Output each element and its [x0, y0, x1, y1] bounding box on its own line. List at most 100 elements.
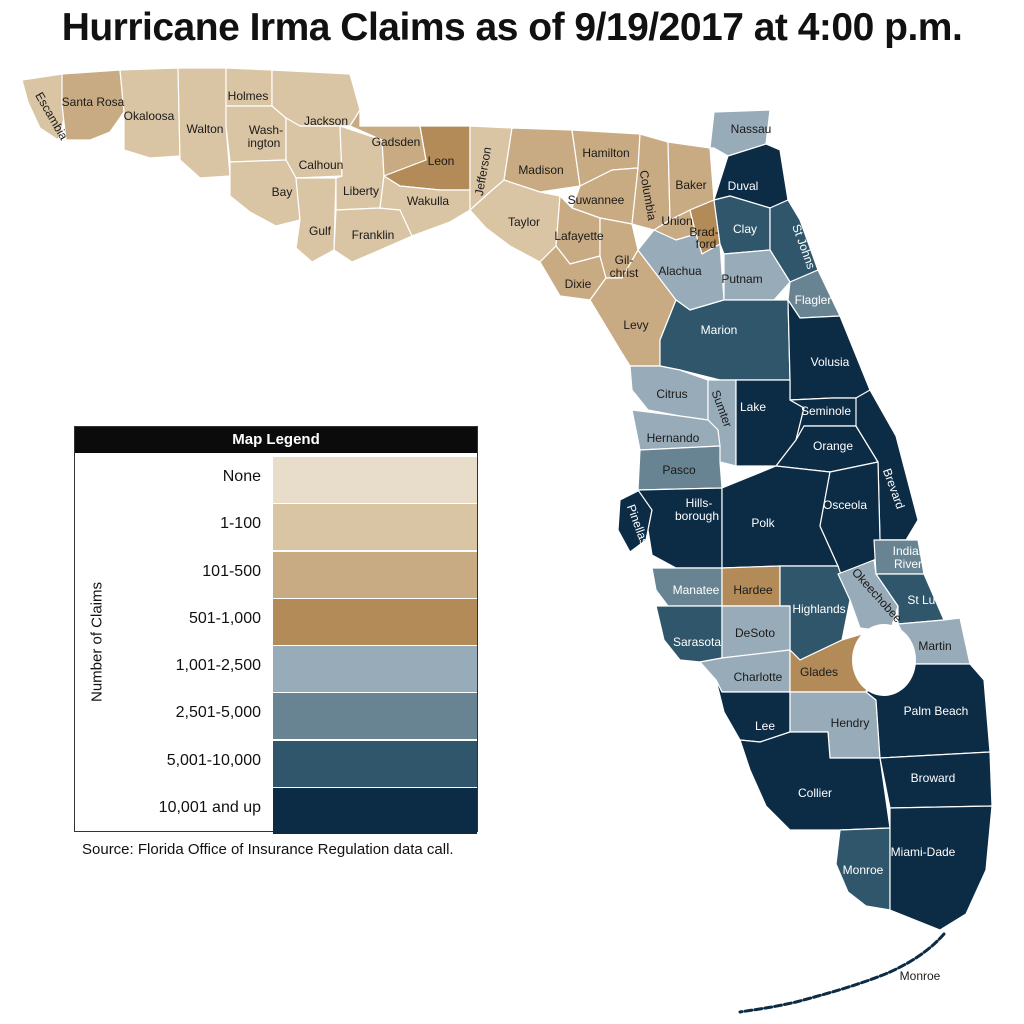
legend-item: 501-1,000 — [115, 597, 477, 645]
legend-item-label: 2,501-5,000 — [175, 704, 261, 722]
label-baker: Baker — [675, 178, 706, 192]
map-legend: Map Legend Number of Claims None 1-100 101… — [74, 426, 478, 834]
label-putnam: Putnam — [721, 272, 762, 286]
label-miami-dade: Miami-Dade — [891, 845, 956, 859]
label-orange: Orange — [813, 439, 853, 453]
label-seminole: Seminole — [801, 404, 851, 418]
label-holmes: Holmes — [228, 89, 269, 103]
label-duval: Duval — [728, 179, 759, 193]
label-indian-river-2: River — [894, 557, 922, 571]
county-collier[interactable] — [739, 731, 891, 831]
label-marion: Marion — [701, 323, 738, 337]
label-liberty: Liberty — [343, 184, 379, 198]
label-sarasota: Sarasota — [673, 635, 721, 649]
label-polk: Polk — [751, 516, 775, 530]
county-okeechobee[interactable] — [837, 559, 899, 633]
legend-item: 10,001 and up — [115, 786, 477, 834]
label-suwannee: Suwannee — [568, 193, 625, 207]
legend-axis-label: Number of Claims — [83, 453, 111, 831]
label-broward: Broward — [911, 771, 956, 785]
label-nassau: Nassau — [731, 122, 772, 136]
legend-item: 5,001-10,000 — [115, 739, 477, 787]
label-walton: Walton — [187, 122, 224, 136]
label-calhoun: Calhoun — [299, 158, 344, 172]
label-lafayette: Lafayette — [554, 229, 604, 243]
label-washington-1: Wash- — [249, 123, 283, 137]
legend-swatch — [273, 598, 477, 645]
legend-swatch — [273, 740, 477, 787]
label-martin: Martin — [918, 639, 951, 653]
label-bay: Bay — [272, 185, 293, 199]
label-gilchrist-2: christ — [610, 266, 639, 280]
label-hillsborough-1: Hills- — [686, 496, 713, 510]
county-putnam[interactable] — [723, 249, 791, 301]
label-collier: Collier — [798, 786, 832, 800]
label-bradford-2: ford — [696, 237, 717, 251]
county-madison[interactable] — [503, 127, 581, 193]
legend-item: 2,501-5,000 — [115, 691, 477, 740]
legend-swatch — [273, 787, 477, 834]
label-hillsborough-2: borough — [675, 509, 719, 523]
label-taylor: Taylor — [508, 215, 540, 229]
label-hernando: Hernando — [647, 431, 700, 445]
map-title: Hurricane Irma Claims as of 9/19/2017 at… — [61, 6, 963, 49]
label-washington-2: ington — [248, 136, 281, 150]
label-leon: Leon — [428, 154, 455, 168]
label-hendry: Hendry — [831, 716, 870, 730]
legend-swatch — [273, 504, 477, 551]
county-desoto[interactable] — [721, 605, 791, 659]
label-jackson: Jackson — [304, 114, 348, 128]
label-monroe-mainland: Monroe — [843, 863, 884, 877]
county-miami-dade[interactable] — [889, 805, 993, 931]
label-hamilton: Hamilton — [582, 146, 629, 160]
label-hardee: Hardee — [733, 583, 773, 597]
legend-axis-text: Number of Claims — [88, 581, 106, 703]
florida-keys — [738, 932, 946, 1014]
lake-okeechobee — [852, 624, 916, 696]
label-desoto: DeSoto — [735, 626, 775, 640]
label-franklin: Franklin — [352, 228, 395, 242]
county-gulf[interactable] — [295, 177, 337, 263]
label-okaloosa: Okaloosa — [124, 109, 175, 123]
label-volusia: Volusia — [811, 355, 850, 369]
label-osceola: Osceola — [823, 498, 867, 512]
county-sarasota[interactable] — [655, 605, 723, 663]
legend-item-label: 10,001 and up — [158, 798, 261, 816]
label-levy: Levy — [623, 318, 648, 332]
county-bay[interactable] — [229, 159, 301, 227]
legend-item-label: 1-100 — [220, 515, 261, 533]
label-st-lucie: St Lucie — [907, 593, 951, 607]
legend-item: None — [115, 455, 477, 503]
legend-swatch — [273, 457, 477, 503]
label-gadsden: Gadsden — [372, 135, 421, 149]
label-gulf: Gulf — [309, 224, 332, 238]
label-manatee: Manatee — [673, 583, 720, 597]
label-flagler: Flagler — [795, 293, 832, 307]
label-wakulla: Wakulla — [407, 194, 450, 208]
label-indian-river-1: Indian — [893, 544, 926, 558]
county-polk[interactable] — [721, 465, 839, 569]
label-alachua: Alachua — [658, 264, 702, 278]
county-pasco[interactable] — [637, 445, 723, 491]
legend-item: 101-500 — [115, 550, 477, 598]
source-note: Source: Florida Office of Insurance Regu… — [82, 841, 454, 858]
county-marion[interactable] — [659, 299, 791, 381]
legend-swatch — [273, 693, 477, 740]
label-clay: Clay — [733, 222, 757, 236]
legend-item: 1-100 — [115, 502, 477, 551]
label-palm-beach: Palm Beach — [904, 704, 969, 718]
legend-item-label: 1,001-2,500 — [175, 657, 261, 674]
legend-swatch — [273, 551, 477, 598]
legend-header: Map Legend — [75, 427, 477, 453]
label-madison: Madison — [518, 163, 563, 177]
label-bradford-1: Brad- — [689, 225, 718, 239]
legend-swatch — [273, 646, 477, 692]
county-taylor[interactable] — [469, 179, 561, 263]
label-charlotte: Charlotte — [734, 670, 783, 684]
label-santa-rosa: Santa Rosa — [62, 95, 125, 109]
label-monroe-keys: Monroe — [900, 969, 941, 983]
legend-item: 1,001-2,500 — [115, 644, 477, 692]
label-citrus: Citrus — [656, 387, 687, 401]
label-dixie: Dixie — [565, 277, 592, 291]
